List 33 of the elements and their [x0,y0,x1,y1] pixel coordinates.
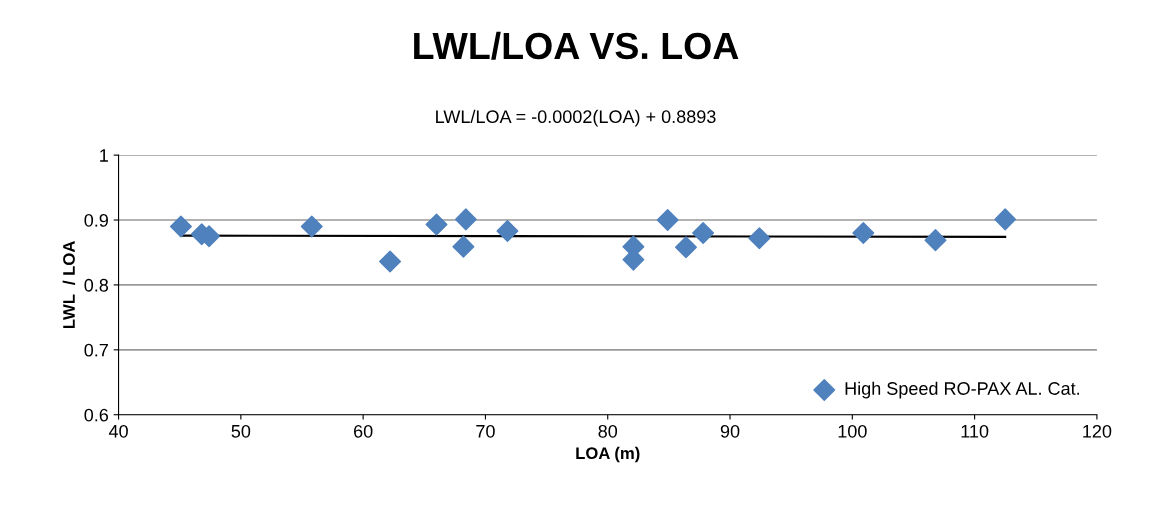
x-tick-label: 90 [720,424,740,438]
point [379,250,402,273]
point [425,213,448,236]
point [454,208,477,231]
legend-label: High Speed RO-PAX AL. Cat. [845,381,1080,399]
x-tick-label: 60 [354,424,373,438]
y-tick-label: 0.9 [84,213,108,227]
point [994,208,1017,231]
point [692,222,715,245]
x-tick-label: 70 [476,424,495,438]
y-axis-title: LWL / LOA [62,241,76,329]
point [169,215,192,238]
y-tick-label: 0.7 [84,343,108,357]
x-tick-label: 120 [1083,424,1112,438]
x-tick-label: 80 [598,424,618,438]
y-tick-label: 1 [100,149,108,162]
point [675,236,697,259]
point [496,220,519,243]
x-tick-label: 50 [231,424,251,438]
chart-title: LWL/LOA VS. LOA [414,31,739,60]
point [852,222,875,245]
point [452,235,475,258]
point [924,229,947,252]
chart-subtitle: LWL/LOA = -0.0002(LOA) + 0.8893 [436,109,716,127]
y-tick-label: 0.6 [84,408,109,422]
point [656,209,679,232]
x-axis-title: LOA (m) [576,446,640,463]
point [748,227,771,250]
y-tick-label: 0.8 [84,278,109,292]
x-tick-label: 40 [108,424,128,438]
x-tick-label: 110 [961,424,989,438]
x-tick-label: 100 [838,424,867,438]
point [300,215,323,238]
